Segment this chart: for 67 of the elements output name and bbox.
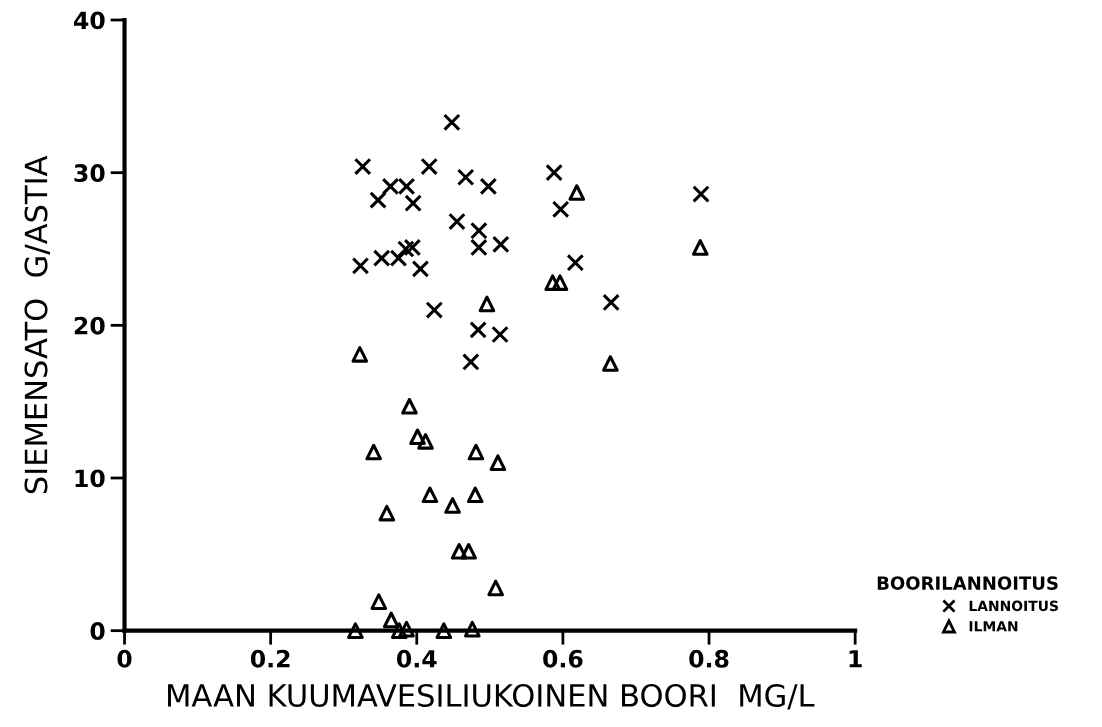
- point: [491, 325, 509, 344]
- point: [420, 157, 439, 176]
- point: [353, 157, 372, 176]
- point: [411, 260, 430, 278]
- point: [390, 622, 408, 639]
- point: [491, 235, 510, 254]
- y-tick-label: 30: [74, 164, 105, 182]
- point: [544, 274, 561, 291]
- x-tick-label: 1: [849, 650, 862, 668]
- point: [478, 295, 496, 313]
- x-tick-label: 0.2: [250, 649, 290, 668]
- x-tick-label: 0.6: [543, 649, 583, 668]
- point: [470, 238, 488, 257]
- point: [351, 256, 370, 275]
- point: [397, 240, 415, 258]
- point: [487, 579, 504, 597]
- point: [602, 355, 619, 372]
- point: [450, 542, 468, 560]
- point: [401, 397, 418, 415]
- point: [479, 177, 498, 196]
- point: [444, 497, 461, 514]
- point: [398, 620, 415, 638]
- point: [691, 239, 709, 256]
- point: [568, 184, 586, 201]
- point: [460, 542, 477, 560]
- y-tick-label: 20: [74, 316, 105, 335]
- point: [602, 293, 620, 312]
- point: [370, 593, 388, 610]
- point: [351, 346, 369, 363]
- x-tick-label: 0: [117, 649, 132, 668]
- point: [369, 191, 387, 209]
- point: [551, 274, 569, 291]
- point: [409, 428, 426, 446]
- point: [365, 443, 382, 461]
- point: [464, 620, 481, 638]
- point: [435, 622, 453, 639]
- point: [382, 611, 400, 629]
- point: [545, 163, 563, 182]
- point: [566, 253, 585, 272]
- point: [403, 238, 422, 257]
- legend-title: BOORILANNOITUS: [877, 576, 1058, 590]
- x-axis-title: MAAN KUUMAVESILIUKOINEN BOORI MG/L: [168, 683, 815, 710]
- point: [347, 622, 364, 639]
- point: [466, 486, 484, 504]
- point: [421, 486, 439, 504]
- point: [417, 433, 434, 450]
- point: [551, 200, 570, 219]
- y-tick-label: 10: [75, 469, 105, 488]
- point: [692, 185, 710, 203]
- point: [425, 301, 444, 319]
- point: [467, 443, 485, 461]
- legend-label: ILMAN: [969, 621, 1018, 632]
- point: [378, 504, 396, 522]
- point: [404, 194, 422, 213]
- point: [448, 212, 466, 231]
- legend-label: LANNOITUS: [969, 600, 1058, 612]
- y-axis-title: SIEMENSATO G/ASTIA: [24, 155, 50, 494]
- y-tick-label: 40: [73, 11, 105, 30]
- x-tick-label: 0.8: [689, 649, 729, 668]
- point: [470, 221, 488, 240]
- x-tick-label: 0.4: [396, 649, 437, 668]
- point: [443, 113, 461, 132]
- point: [462, 353, 480, 371]
- point: [456, 168, 475, 187]
- y-tick-label: 0: [90, 622, 105, 640]
- point: [489, 454, 507, 472]
- point: [469, 321, 487, 339]
